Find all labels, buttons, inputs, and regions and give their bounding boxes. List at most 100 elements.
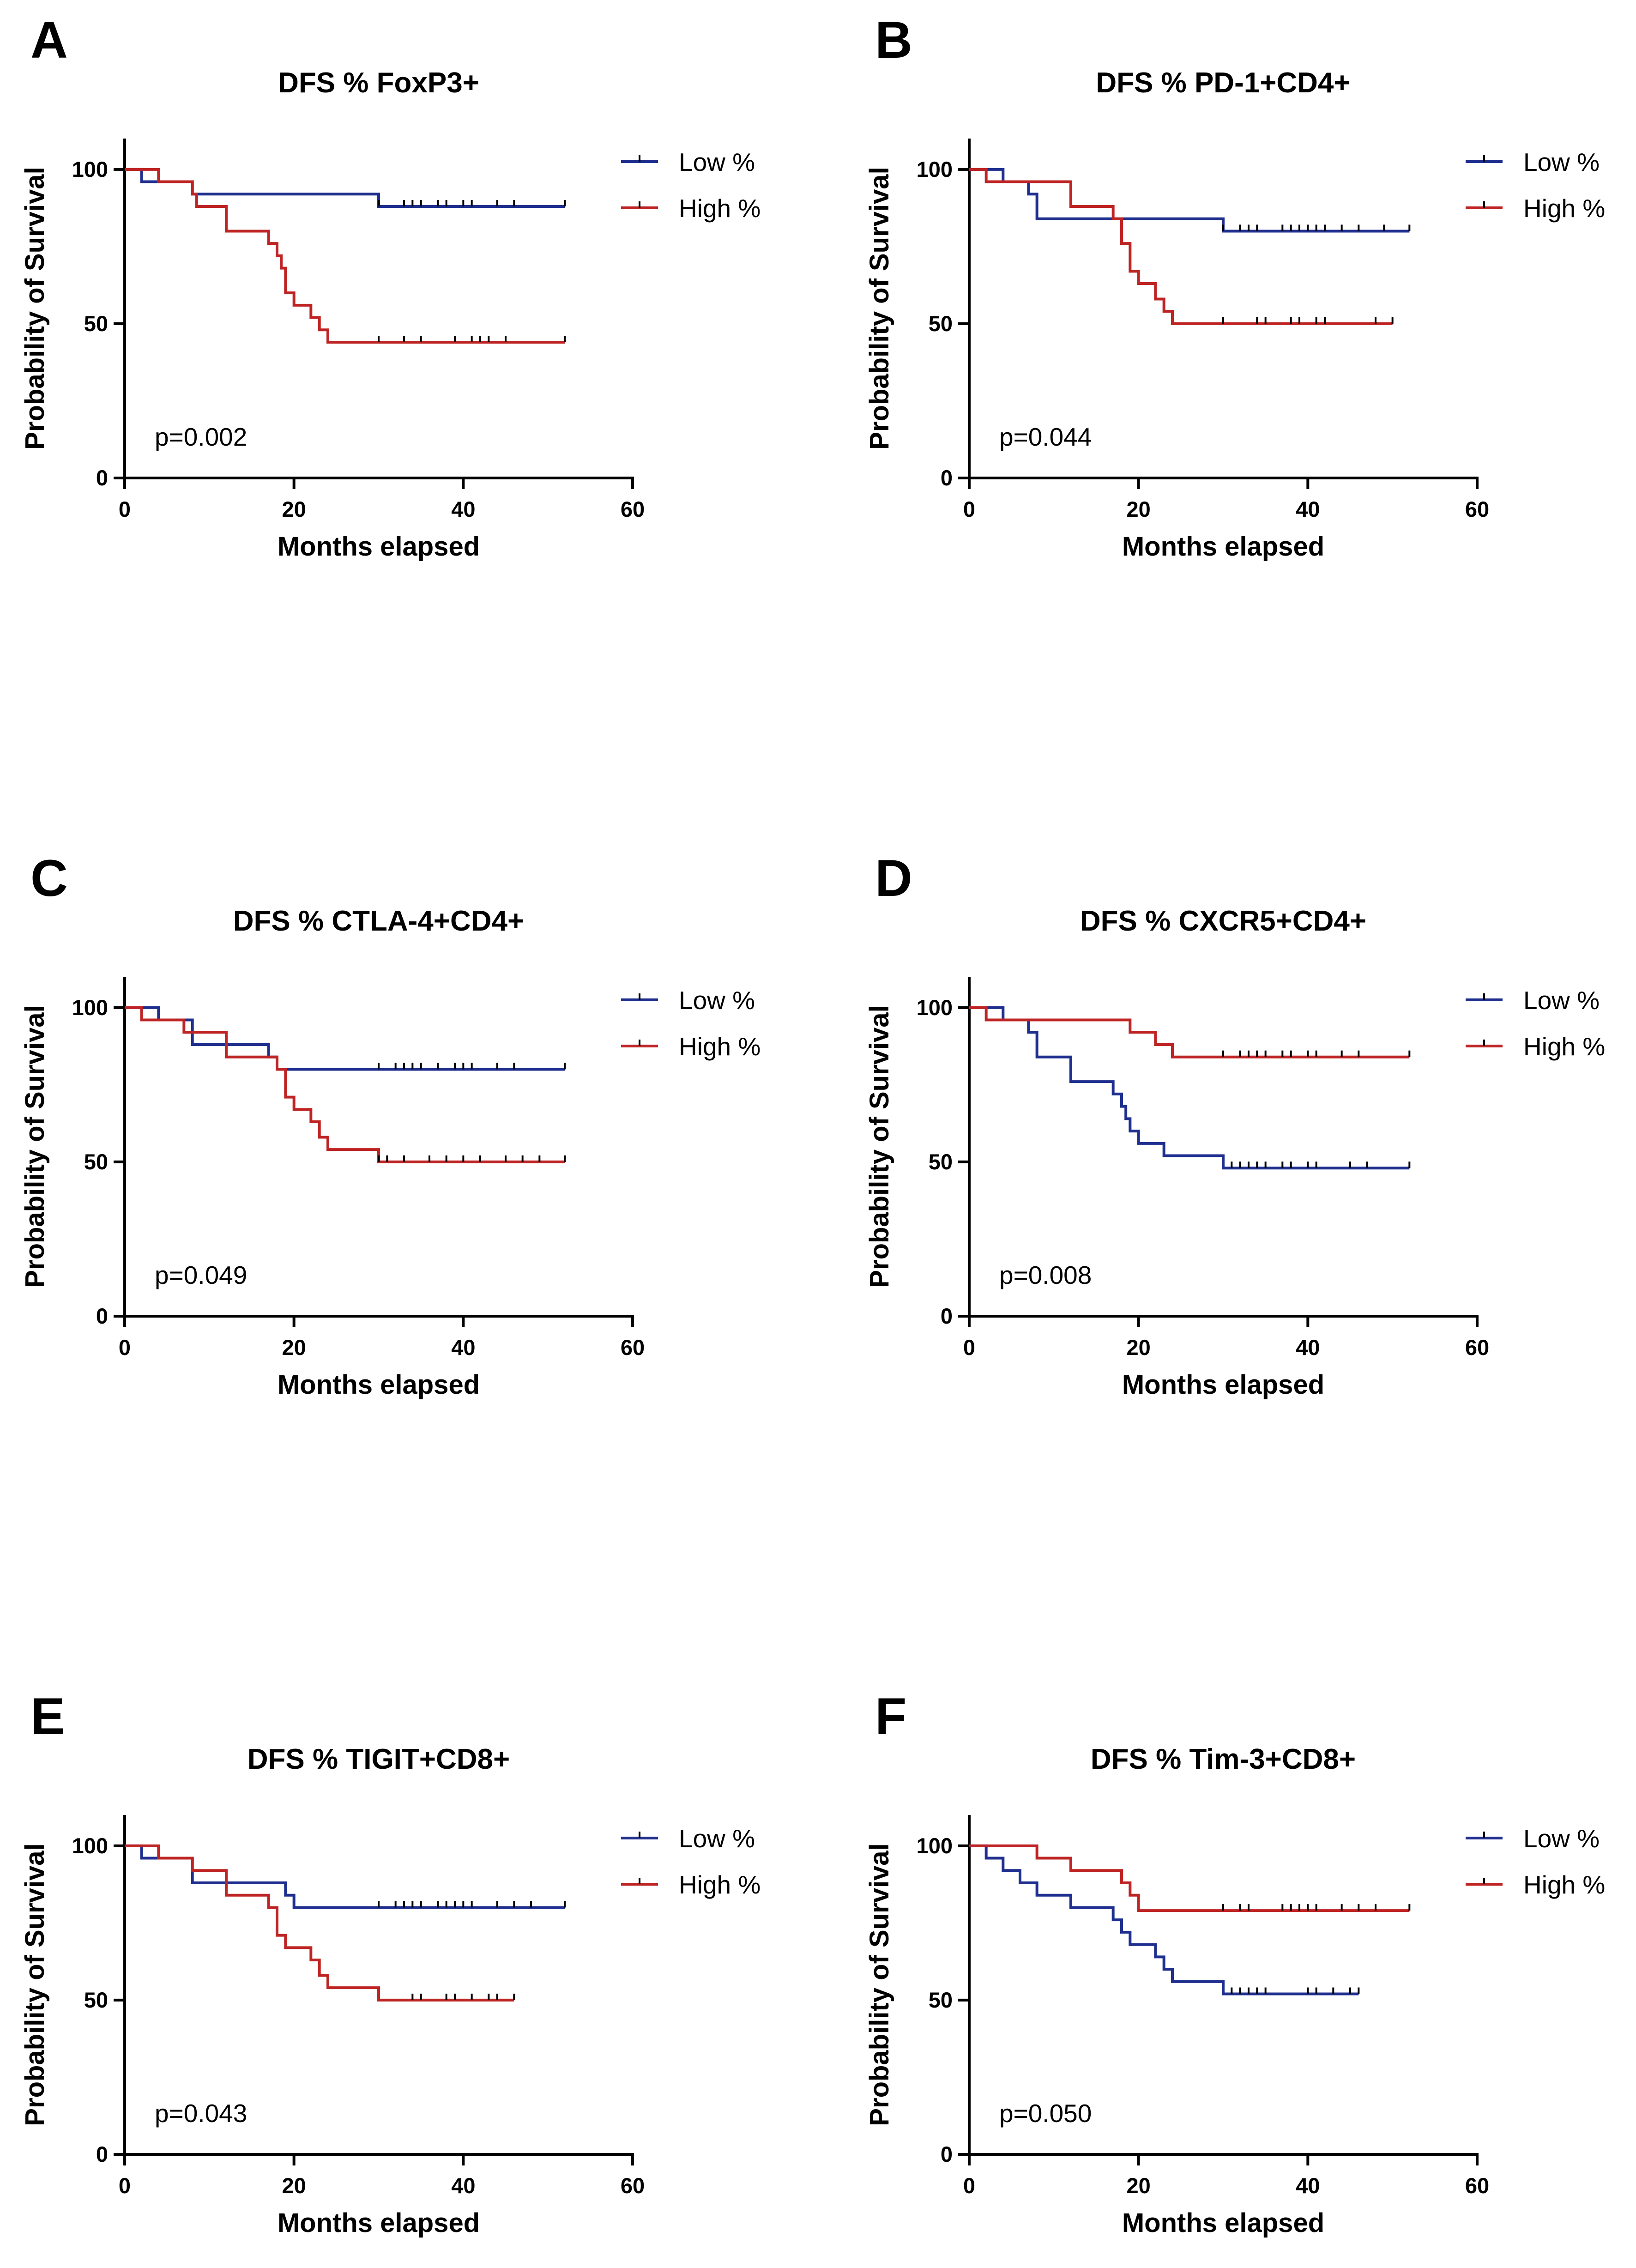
series-line-low	[125, 168, 565, 208]
panel-title: DFS % Tim-3+CD8+	[1091, 1743, 1356, 1775]
p-value-label: p=0.043	[155, 2099, 247, 2128]
legend-label: Low %	[1523, 148, 1600, 176]
p-value-label: p=0.002	[155, 423, 247, 451]
series-line-high	[969, 1844, 1410, 1912]
y-tick-label: 100	[917, 157, 953, 181]
x-tick-label: 0	[963, 497, 975, 521]
panel-title: DFS % FoxP3+	[278, 67, 479, 99]
y-tick-label: 50	[84, 1988, 108, 2012]
legend-label: Low %	[1523, 1824, 1600, 1853]
x-tick-label: 20	[282, 1335, 306, 1360]
y-tick-label: 0	[941, 1304, 953, 1328]
p-value-label: p=0.049	[155, 1261, 247, 1289]
y-axis-title: Probability of Survival	[20, 1843, 50, 2126]
y-tick-label: 0	[96, 2142, 108, 2166]
y-tick-label: 100	[72, 995, 108, 1020]
x-axis-title: Months elapsed	[1122, 532, 1324, 562]
y-axis-title: Probability of Survival	[864, 1005, 894, 1288]
x-tick-label: 60	[621, 2173, 645, 2198]
x-tick-label: 40	[451, 2173, 475, 2198]
p-value-label: p=0.050	[999, 2099, 1092, 2128]
x-tick-label: 0	[119, 1335, 131, 1360]
panel-letter: E	[30, 1687, 65, 1745]
y-axis-title: Probability of Survival	[864, 1843, 894, 2126]
legend-label: High %	[679, 1870, 761, 1899]
y-tick-label: 0	[941, 466, 953, 490]
legend-label: High %	[1523, 194, 1605, 223]
x-axis-title: Months elapsed	[1122, 2208, 1324, 2238]
legend-label: Low %	[1523, 986, 1600, 1015]
y-tick-label: 100	[72, 1833, 108, 1858]
x-tick-label: 20	[282, 497, 306, 521]
p-value-label: p=0.008	[999, 1261, 1092, 1289]
x-tick-label: 0	[119, 497, 131, 521]
y-tick-label: 50	[929, 311, 953, 336]
series-line-high	[125, 1006, 565, 1163]
x-tick-label: 0	[119, 2173, 131, 2198]
panel-a: A DFS % FoxP3+ 0 50 100 0 20 40 60 Months elapsed…	[20, 11, 761, 562]
series-line-high	[969, 1006, 1410, 1058]
x-tick-label: 20	[1127, 497, 1151, 521]
panel-d: D DFS % CXCR5+CD4+ 0 50 100 0 20 40 60 Months ela…	[864, 849, 1605, 1400]
x-tick-label: 40	[1296, 497, 1320, 521]
x-axis-title: Months elapsed	[278, 2208, 480, 2238]
y-tick-label: 50	[929, 1988, 953, 2012]
x-tick-label: 40	[451, 497, 475, 521]
series-line-high	[125, 168, 565, 344]
series-line-low	[125, 1006, 565, 1071]
x-tick-label: 60	[621, 1335, 645, 1360]
legend-label: Low %	[679, 986, 755, 1015]
x-tick-label: 40	[1296, 1335, 1320, 1360]
y-tick-label: 0	[96, 1304, 108, 1328]
panel-letter: F	[875, 1687, 906, 1745]
x-tick-label: 60	[1465, 1335, 1489, 1360]
y-tick-label: 100	[917, 1833, 953, 1858]
x-axis-title: Months elapsed	[278, 1370, 480, 1400]
panel-b: B DFS % PD-1+CD4+ 0 50 100 0 20 40 60 Months elap…	[864, 11, 1605, 562]
y-tick-label: 50	[84, 1149, 108, 1174]
x-tick-label: 0	[963, 1335, 975, 1360]
x-tick-label: 60	[1465, 2173, 1489, 2198]
panel-letter: D	[875, 849, 912, 907]
x-axis-title: Months elapsed	[278, 532, 480, 562]
legend-label: Low %	[679, 148, 755, 176]
panel-title: DFS % PD-1+CD4+	[1096, 67, 1350, 99]
y-tick-label: 50	[929, 1149, 953, 1174]
panel-title: DFS % CXCR5+CD4+	[1080, 905, 1366, 937]
series-line-low	[969, 1844, 1359, 1996]
series-line-high	[125, 1844, 514, 2002]
legend-label: High %	[1523, 1870, 1605, 1899]
y-axis-title: Probability of Survival	[864, 167, 894, 449]
x-tick-label: 60	[621, 497, 645, 521]
x-tick-label: 20	[1127, 2173, 1151, 2198]
series-line-low	[125, 1844, 565, 1909]
series-line-high	[969, 168, 1393, 325]
x-tick-label: 0	[963, 2173, 975, 2198]
p-value-label: p=0.044	[999, 423, 1092, 451]
y-tick-label: 0	[941, 2142, 953, 2166]
panel-letter: A	[30, 11, 68, 69]
x-tick-label: 20	[282, 2173, 306, 2198]
panel-title: DFS % CTLA-4+CD4+	[233, 905, 524, 937]
series-line-low	[969, 168, 1410, 233]
legend-label: High %	[1523, 1032, 1605, 1061]
legend-label: High %	[679, 194, 761, 223]
x-tick-label: 20	[1127, 1335, 1151, 1360]
y-axis-title: Probability of Survival	[20, 167, 50, 449]
y-tick-label: 100	[72, 157, 108, 181]
panel-letter: C	[30, 849, 68, 907]
x-tick-label: 40	[451, 1335, 475, 1360]
panel-f: F DFS % Tim-3+CD8+ 0 50 100 0 20 40 60 Months ela…	[864, 1687, 1605, 2238]
y-axis-title: Probability of Survival	[20, 1005, 50, 1288]
panel-e: E DFS % TIGIT+CD8+ 0 50 100 0 20 40 60 Months ela…	[20, 1687, 761, 2238]
y-tick-label: 100	[917, 995, 953, 1020]
panel-c: C DFS % CTLA-4+CD4+ 0 50 100 0 20 40 60 Months el…	[20, 849, 761, 1400]
panel-letter: B	[875, 11, 912, 69]
x-tick-label: 60	[1465, 497, 1489, 521]
legend-label: High %	[679, 1032, 761, 1061]
series-line-low	[969, 1006, 1410, 1170]
panel-title: DFS % TIGIT+CD8+	[248, 1743, 510, 1775]
legend-label: Low %	[679, 1824, 755, 1853]
x-tick-label: 40	[1296, 2173, 1320, 2198]
